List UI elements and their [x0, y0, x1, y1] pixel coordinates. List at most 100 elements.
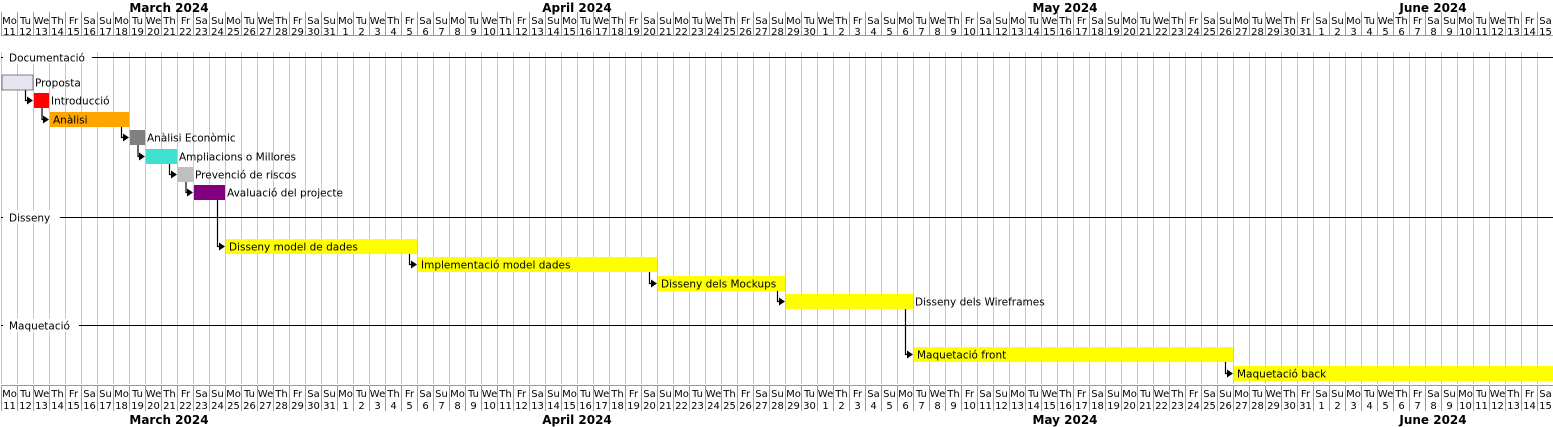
- task-label: Proposta: [35, 78, 81, 90]
- weekday-label: Mo: [2, 16, 17, 27]
- day-number-label: 22: [179, 401, 192, 412]
- weekday-label: Su: [99, 389, 112, 400]
- dependency-arrowhead: [907, 350, 913, 359]
- day-number-label: 15: [67, 401, 80, 412]
- day-number-label: 29: [787, 27, 800, 38]
- weekday-label: Sa: [867, 16, 879, 27]
- weekday-label: Sa: [979, 389, 991, 400]
- day-number-label: 4: [390, 401, 396, 412]
- day-number-label: 23: [1171, 401, 1184, 412]
- weekday-label: Mo: [226, 16, 241, 27]
- weekday-label: Tu: [243, 16, 255, 27]
- day-number-label: 15: [1043, 27, 1056, 38]
- weekday-label: Su: [771, 16, 784, 27]
- weekday-label: Su: [659, 389, 672, 400]
- dependency-arrowhead: [123, 133, 129, 142]
- weekday-label: Tu: [1363, 389, 1375, 400]
- day-number-label: 1: [342, 401, 348, 412]
- day-number-label: 10: [483, 27, 496, 38]
- weekday-label: Su: [1107, 389, 1120, 400]
- weekday-label: Mo: [786, 389, 801, 400]
- weekday-label: Tu: [1251, 389, 1263, 400]
- weekday-label: Mo: [1234, 16, 1249, 27]
- task-bar: [1234, 366, 1553, 381]
- day-number-label: 26: [243, 401, 256, 412]
- task-bar: [914, 347, 1233, 362]
- weekday-label: Sa: [195, 389, 207, 400]
- weekday-label: Sa: [1203, 16, 1215, 27]
- weekday-label: Th: [162, 16, 175, 27]
- day-number-label: 5: [886, 401, 892, 412]
- day-number-label: 24: [1187, 27, 1200, 38]
- weekday-label: Th: [834, 16, 847, 27]
- day-number-label: 1: [822, 401, 828, 412]
- day-number-label: 2: [1334, 27, 1340, 38]
- day-number-label: 24: [211, 27, 224, 38]
- weekday-label: We: [818, 16, 833, 27]
- day-number-label: 23: [195, 401, 208, 412]
- day-number-label: 20: [1123, 27, 1136, 38]
- month-label: March 2024: [129, 1, 208, 15]
- day-number-label: 5: [406, 401, 412, 412]
- weekday-label: Mo: [562, 16, 577, 27]
- weekday-label: Tu: [355, 16, 367, 27]
- weekday-label: Su: [547, 389, 560, 400]
- day-number-label: 28: [771, 401, 784, 412]
- weekday-label: Fr: [629, 16, 639, 27]
- day-number-label: 26: [739, 27, 752, 38]
- weekday-label: Mo: [1122, 16, 1137, 27]
- weekday-label: Su: [771, 389, 784, 400]
- weekday-label: Th: [498, 16, 511, 27]
- day-number-label: 12: [515, 401, 528, 412]
- day-number-label: 28: [771, 27, 784, 38]
- weekday-label: We: [930, 16, 945, 27]
- task-label: Prevenció de riscos: [195, 170, 296, 182]
- weekday-label: We: [370, 16, 385, 27]
- dependency-arrowhead: [651, 279, 657, 288]
- day-number-label: 29: [291, 27, 304, 38]
- day-number-label: 27: [259, 401, 272, 412]
- weekday-label: Tu: [803, 16, 815, 27]
- weekday-label: Sa: [643, 16, 655, 27]
- weekday-label: Fr: [1301, 389, 1311, 400]
- weekday-label: Fr: [1301, 16, 1311, 27]
- weekday-label: Th: [274, 16, 287, 27]
- weekday-label: Th: [162, 389, 175, 400]
- day-number-label: 15: [1539, 401, 1552, 412]
- day-number-label: 21: [659, 401, 672, 412]
- month-label: May 2024: [1032, 1, 1097, 15]
- day-number-label: 31: [1299, 401, 1312, 412]
- weekday-label: Sa: [419, 16, 431, 27]
- day-number-label: 24: [707, 401, 720, 412]
- day-number-label: 3: [854, 401, 860, 412]
- day-number-label: 30: [1283, 401, 1296, 412]
- weekday-label: Mo: [786, 16, 801, 27]
- weekday-label: Th: [610, 389, 623, 400]
- day-number-label: 16: [1059, 27, 1072, 38]
- task-bars: Proposta Introducció Anàlisi Anàlisi Econòm…: [1, 74, 1553, 381]
- day-number-label: 7: [1414, 401, 1420, 412]
- dependency-arrowhead: [411, 260, 417, 269]
- weekday-label: Fr: [965, 16, 975, 27]
- weekday-label: We: [370, 389, 385, 400]
- weekday-label: We: [1266, 389, 1281, 400]
- day-number-label: 2: [358, 401, 364, 412]
- weekday-label: Su: [883, 389, 896, 400]
- day-number-label: 6: [422, 401, 428, 412]
- day-number-label: 19: [131, 401, 144, 412]
- day-number-label: 25: [227, 401, 240, 412]
- day-number-label: 1: [342, 27, 348, 38]
- weekday-label: Fr: [1077, 389, 1087, 400]
- weekday-label: Th: [50, 16, 63, 27]
- weekday-label: Th: [1170, 389, 1183, 400]
- day-number-label: 21: [163, 27, 176, 38]
- weekday-label: We: [1490, 389, 1505, 400]
- day-number-label: 26: [1219, 27, 1232, 38]
- weekday-label: Th: [1170, 16, 1183, 27]
- weekday-label: We: [1154, 16, 1169, 27]
- weekday-label: Fr: [181, 389, 191, 400]
- weekday-label: Th: [946, 16, 959, 27]
- weekday-label: Sa: [1427, 389, 1439, 400]
- day-number-label: 16: [83, 401, 96, 412]
- day-number-label: 5: [1382, 27, 1388, 38]
